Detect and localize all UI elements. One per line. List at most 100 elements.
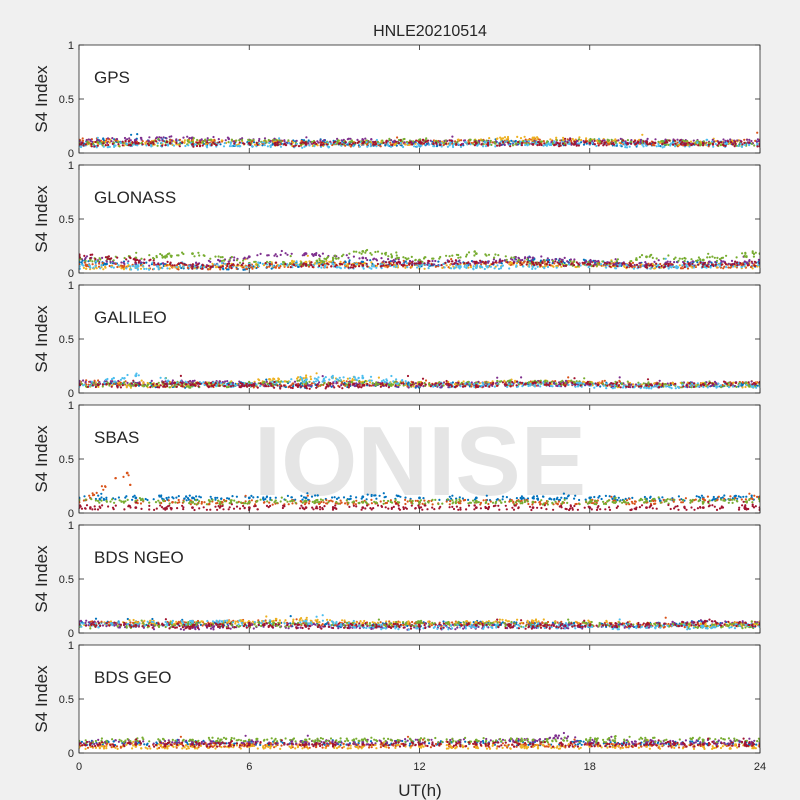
scatter-dot [724, 144, 727, 147]
scatter-dot [470, 381, 473, 384]
scatter-dot [220, 259, 223, 263]
scatter-dot [402, 145, 405, 149]
scatter-dot [162, 136, 165, 139]
scatter-dot [414, 259, 417, 262]
scatter-dot [366, 265, 369, 268]
scatter-dot [580, 138, 583, 142]
scatter-dot [453, 262, 456, 265]
scatter-dot [303, 254, 306, 257]
scatter-dot [263, 137, 267, 140]
scatter-dot [224, 380, 227, 383]
scatter-dot [389, 141, 392, 144]
scatter-dot [143, 267, 146, 270]
scatter-dot [430, 263, 433, 266]
scatter-dot [635, 257, 638, 260]
scatter-dot [355, 250, 358, 253]
scatter-dot [543, 142, 546, 145]
scatter-dot [498, 144, 501, 147]
scatter-dot [628, 261, 631, 265]
scatter-dot [706, 144, 709, 147]
scatter-dot [554, 380, 557, 383]
scatter-dot [711, 263, 714, 266]
scatter-dot [657, 144, 660, 148]
scatter-dot [424, 379, 428, 382]
scatter-dot [540, 143, 543, 147]
scatter-dot [125, 258, 128, 261]
scatter-dot [345, 380, 348, 383]
scatter-dot [110, 257, 113, 260]
scatter-dot [267, 254, 270, 257]
scatter-dot [649, 143, 652, 146]
scatter-dot [269, 145, 272, 149]
scatter-dot [720, 141, 723, 144]
scatter-dot [354, 141, 357, 144]
scatter-dot [610, 260, 613, 263]
scatter-points [79, 131, 760, 149]
scatter-dot [416, 145, 419, 148]
scatter-dot [374, 142, 378, 146]
scatter-dot [208, 142, 212, 145]
scatter-dot [308, 260, 311, 263]
scatter-dot [112, 259, 115, 262]
scatter-dot [575, 261, 578, 264]
scatter-dot [123, 136, 127, 140]
scatter-dot [274, 266, 277, 269]
scatter-dot [655, 257, 658, 260]
scatter-dot [647, 262, 650, 265]
scatter-dot [489, 265, 492, 268]
scatter-dot [660, 140, 663, 143]
scatter-dot [295, 139, 298, 142]
scatter-dot [136, 133, 139, 136]
scatter-dot [227, 260, 230, 263]
scatter-dot [569, 260, 572, 263]
scatter-dot [152, 256, 155, 260]
scatter-dot [531, 267, 534, 270]
scatter-dot [305, 264, 308, 267]
scatter-dot [487, 381, 490, 384]
scatter-dot [632, 383, 635, 386]
scatter-dot [536, 136, 539, 139]
scatter-dot [630, 383, 633, 386]
scatter-dot [608, 261, 611, 265]
scatter-dot [294, 144, 297, 147]
scatter-dot [171, 264, 174, 267]
scatter-dot [756, 145, 759, 148]
scatter-dot [329, 140, 332, 143]
scatter-dot [440, 264, 443, 267]
scatter-dot [363, 141, 366, 144]
scatter-dot [633, 263, 636, 267]
scatter-dot [539, 259, 543, 262]
scatter-dot [297, 376, 300, 379]
scatter-dot [624, 142, 627, 145]
scatter-dot [688, 145, 691, 148]
scatter-dot [84, 259, 87, 262]
scatter-dot [348, 260, 351, 264]
scatter-dot [496, 264, 499, 267]
scatter-dot [679, 142, 682, 145]
scatter-dot [238, 141, 241, 144]
scatter-dot [540, 140, 544, 143]
scatter-dot [351, 378, 354, 381]
scatter-dot [724, 142, 727, 146]
scatter-dot [91, 260, 94, 263]
scatter-dot [282, 260, 285, 264]
scatter-dot [749, 265, 753, 269]
scatter-dot [213, 142, 216, 145]
scatter-dot [676, 141, 679, 144]
scatter-dot [323, 139, 326, 142]
scatter-dot [533, 136, 536, 139]
scatter-dot [699, 258, 702, 261]
scatter-dot [421, 263, 424, 267]
scatter-dot [502, 140, 505, 144]
scatter-dot [422, 138, 425, 141]
scatter-dot [151, 261, 154, 264]
scatter-dot [503, 136, 507, 139]
scatter-dot [608, 265, 611, 268]
data-point [191, 252, 194, 256]
scatter-dot [526, 144, 529, 147]
scatter-dot [369, 143, 372, 146]
scatter-dot [724, 261, 727, 265]
scatter-dot [315, 252, 318, 255]
